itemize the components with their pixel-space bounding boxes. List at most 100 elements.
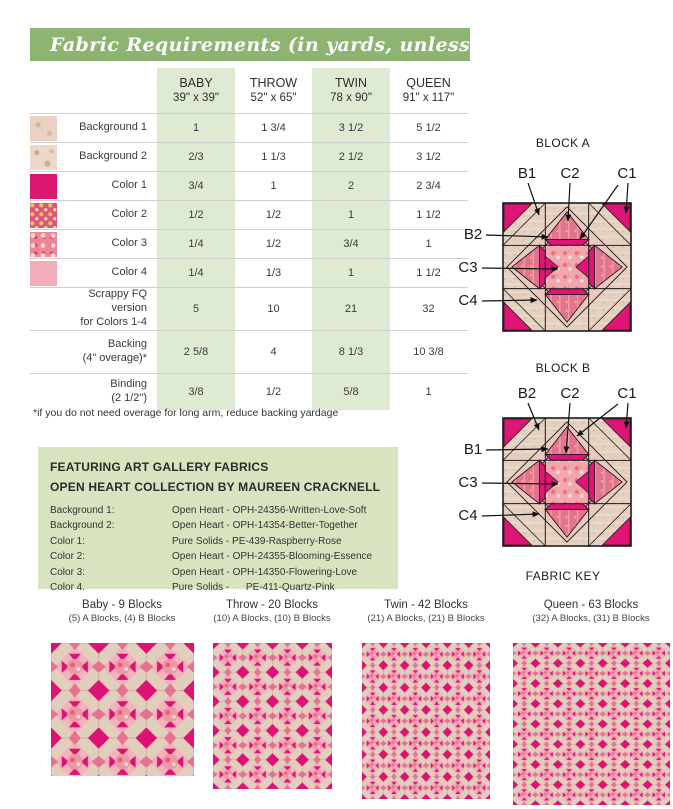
cell-queen: 32 <box>422 303 435 315</box>
block-a-label-b2: B2 <box>464 226 482 243</box>
row-label: Color 3 <box>111 237 147 250</box>
cell-throw: 1 3/4 <box>261 122 286 134</box>
cell-queen: 5 1/2 <box>416 122 441 134</box>
cell-baby: 1 <box>157 114 235 142</box>
color-2-swatch <box>30 202 57 228</box>
fabric-item: Background 1: Open Heart - OPH-24356-Wri… <box>50 504 367 516</box>
color-4-swatch <box>30 260 57 286</box>
cell-twin: 5/8 <box>312 374 390 410</box>
column-header-baby: BABY 39" x 39" <box>157 68 235 113</box>
cell-throw: 1 <box>270 180 277 192</box>
cell-baby: 1/4 <box>157 259 235 287</box>
row-label: Scrappy FQ version for Colors 1-4 <box>80 288 147 328</box>
fabric-item: Color 4. Pure Solids - PE-411-Quartz-Pin… <box>50 582 335 594</box>
cell-throw: 4 <box>270 346 277 358</box>
cell-twin: 8 1/3 <box>312 331 390 373</box>
backing-footnote: *if you do not need overage for long arm… <box>33 407 339 419</box>
banner-title: Fabric Requirements (in yards, unless no… <box>50 33 550 56</box>
row-label: Color 2 <box>111 208 147 221</box>
quilt-figure-queen: Queen - 63 Blocks (32) A Blocks, (31) B … <box>507 598 673 809</box>
cell-throw: 1/2 <box>265 209 282 221</box>
cell-twin: 3 1/2 <box>312 114 390 142</box>
quilt-figure-baby: Baby - 9 Blocks (5) A Blocks, (4) B Bloc… <box>40 598 204 781</box>
table-row-color-3: Color 3 1/4 1/2 3/4 1 <box>30 229 468 258</box>
column-header-throw: THROW 52" x 65" <box>249 75 298 105</box>
queen-quilt-image <box>512 643 670 806</box>
block-a-label-b1: B1 <box>518 165 536 182</box>
cell-throw: 1/2 <box>265 386 282 398</box>
block-a-title: BLOCK A <box>536 136 590 150</box>
row-label: Binding (2 1/2") <box>110 378 147 404</box>
baby-quilt-image <box>50 643 194 777</box>
block-b-label-b1: B1 <box>464 441 482 458</box>
cell-queen: 1 1/2 <box>416 209 441 221</box>
quilt-title: Baby - 9 Blocks <box>82 599 162 611</box>
cell-baby: 1/4 <box>157 230 235 258</box>
cell-baby: 3/4 <box>157 172 235 200</box>
row-label: Color 4 <box>111 266 147 279</box>
row-label: Color 1 <box>111 179 147 192</box>
quilt-subtitle: (5) A Blocks, (4) B Blocks <box>68 612 176 624</box>
table-row-color-1: Color 1 3/4 1 2 2 3/4 <box>30 171 468 200</box>
cell-baby: 2/3 <box>157 143 235 171</box>
block-b-title: BLOCK B <box>536 361 591 375</box>
block-b-label-c1: C1 <box>617 385 636 402</box>
quilt-subtitle: (10) A Blocks, (10) B Blocks <box>213 612 331 624</box>
block-b-label-c4: C4 <box>458 507 477 524</box>
collection-heading: OPEN HEART COLLECTION BY MAUREEN CRACKNE… <box>50 480 381 495</box>
row-label: Background 2 <box>79 150 147 163</box>
fabric-item: Background 2: Open Heart - OPH-14354-Bet… <box>50 520 358 532</box>
table-row-background-2: Background 2 2/3 1 1/3 2 1/2 3 1/2 <box>30 142 468 171</box>
quilt-subtitle: (32) A Blocks, (31) B Blocks <box>532 612 650 624</box>
background-1-swatch <box>30 115 57 141</box>
fabric-item: Color 1: Pure Solids - PE-439-Raspberry-… <box>50 535 342 547</box>
quilt-figure-twin: Twin - 42 Blocks (21) A Blocks, (21) B B… <box>350 598 502 804</box>
fabric-key-label: FABRIC KEY <box>526 569 601 583</box>
featuring-heading: FEATURING ART GALLERY FABRICS <box>50 460 269 474</box>
block-a-label-c3: C3 <box>458 259 477 276</box>
table-row-background-1: Background 1 1 1 3/4 3 1/2 5 1/2 <box>30 113 468 142</box>
color-1-swatch <box>30 173 57 199</box>
block-a-diagram: BLOCK A B1 C2 C1 B2 C3 C4 <box>440 133 673 345</box>
table-row-binding: Binding (2 1/2") 3/8 1/2 5/8 1 <box>30 373 468 410</box>
block-a-svg: BLOCK A B1 C2 C1 B2 C3 C4 <box>458 136 637 332</box>
quilt-subtitle: (21) A Blocks, (21) B Blocks <box>367 612 485 624</box>
block-a-quilt-block <box>502 202 632 332</box>
cell-twin: 21 <box>312 288 390 330</box>
color-3-swatch <box>30 231 57 257</box>
table-header-row: BABY 39" x 39" THROW 52" x 65" TWIN 78 x… <box>30 68 468 113</box>
fabric-item: Color 2: Open Heart - OPH-24355-Blooming… <box>50 551 373 563</box>
cell-twin: 3/4 <box>312 230 390 258</box>
cell-queen: 10 3/8 <box>413 346 444 358</box>
twin-quilt-image <box>362 643 490 800</box>
cell-queen: 2 3/4 <box>416 180 441 192</box>
section-banner: Fabric Requirements (in yards, unless no… <box>30 28 549 61</box>
table-row-scrappy-fq: Scrappy FQ version for Colors 1-4 5 10 2… <box>30 287 468 330</box>
cell-throw: 1/3 <box>265 267 282 279</box>
fabric-collection-box: FEATURING ART GALLERY FABRICS OPEN HEART… <box>38 447 398 593</box>
cell-throw: 1 1/3 <box>261 151 286 163</box>
cell-twin: 2 1/2 <box>312 143 390 171</box>
cell-baby: 2 5/8 <box>157 331 235 373</box>
block-b-label-b2: B2 <box>518 385 536 402</box>
column-header-twin: TWIN 78 x 90" <box>312 68 390 113</box>
row-label: Background 1 <box>79 121 147 134</box>
background-2-swatch <box>30 144 57 170</box>
cell-twin: 2 <box>312 172 390 200</box>
row-label: Backing (4" overage)* <box>82 338 147 364</box>
block-b-diagram: BLOCK B B2 C2 C1 B1 C3 C4 FABRIC KEY <box>440 358 673 595</box>
table-row-backing: Backing (4" overage)* 2 5/8 4 8 1/3 10 3… <box>30 330 468 373</box>
block-a-label-c2: C2 <box>560 165 579 182</box>
cell-queen: 1 <box>425 238 432 250</box>
table-row-color-4: Color 4 1/4 1/3 1 1 1/2 <box>30 258 468 287</box>
cell-throw: 1/2 <box>265 238 282 250</box>
table-row-color-2: Color 2 1/2 1/2 1 1 1/2 <box>30 200 468 229</box>
cell-baby: 1/2 <box>157 201 235 229</box>
quilt-title: Queen - 63 Blocks <box>543 599 639 611</box>
fabric-item: Color 3: Open Heart - OPH-14350-Flowerin… <box>50 566 358 578</box>
cell-twin: 1 <box>312 259 390 287</box>
block-b-svg: BLOCK B B2 C2 C1 B1 C3 C4 FABRIC KEY <box>458 361 636 583</box>
quilt-title: Twin - 42 Blocks <box>384 599 468 611</box>
cell-queen: 1 <box>425 386 432 398</box>
